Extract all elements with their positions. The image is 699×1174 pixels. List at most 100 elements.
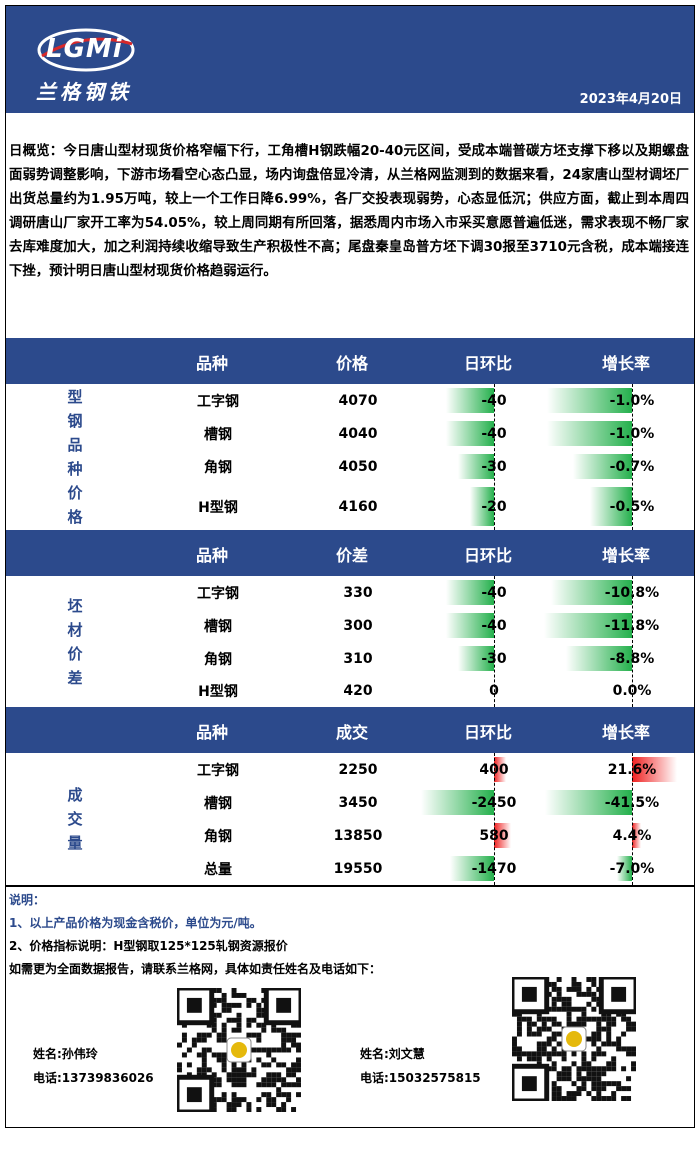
column-header: 增长率	[601, 723, 651, 742]
column-header: 日环比	[463, 546, 513, 565]
product-value: 2250	[338, 761, 378, 778]
section-header: 品种 价格 日环比 增长率	[6, 338, 694, 384]
change-bar	[494, 823, 512, 848]
section-side-label: 坯材价差	[6, 576, 144, 707]
change-bar	[470, 487, 494, 526]
note-line-1: 1、以上产品价格为现金含税价，单位为元/吨。	[9, 916, 262, 930]
change-axis	[494, 384, 495, 530]
change-bar	[494, 757, 506, 782]
section-side-label: 成交量	[6, 753, 144, 885]
rate-bar	[589, 487, 632, 526]
rate-axis	[632, 753, 633, 885]
column-header: 价格	[335, 354, 369, 373]
product-value: 330	[343, 584, 373, 601]
column-header: 价差	[335, 546, 369, 565]
product-name: H型钢	[198, 499, 238, 516]
rate-bar	[566, 646, 632, 671]
rate-bar	[632, 823, 642, 848]
section-side-label: 型钢品种价格	[6, 384, 144, 530]
section-header: 品种 价差 日环比 增长率	[6, 530, 694, 576]
product-name: 槽钢	[204, 426, 232, 443]
product-value: 300	[343, 617, 373, 634]
qr-code-icon	[509, 974, 639, 1104]
column-header: 品种	[195, 546, 229, 565]
product-name: 槽钢	[204, 795, 232, 812]
rate-axis	[632, 576, 633, 707]
change-bar	[458, 646, 494, 671]
table-row: 角钢 13850 580 4.4%	[144, 819, 694, 852]
contact-name: 姓名:刘文慧	[360, 1047, 425, 1061]
section-header: 品种 成交 日环比 增长率	[6, 707, 694, 753]
table-row: 槽钢 4040 -40 -1.0%	[144, 417, 694, 450]
column-header: 增长率	[601, 354, 651, 373]
product-value: 4040	[338, 425, 378, 442]
product-name: 角钢	[204, 828, 232, 845]
section-body: 成交量 工字钢 2250 400 21.6% 槽钢 3450 -2450 -41.5% 角钢 138…	[6, 753, 694, 885]
table-row: 角钢 310 -30 -8.8%	[144, 642, 694, 675]
section-body: 坯材价差 工字钢 330 -40 -10.8% 槽钢 300 -40 -11.8% 角钢 310 -3…	[6, 576, 694, 707]
column-header: 成交	[335, 723, 369, 742]
table-row: 角钢 4050 -30 -0.7%	[144, 450, 694, 483]
change-bar	[458, 454, 494, 479]
product-value: 4160	[338, 498, 378, 515]
header-banner: LGMi 兰格钢铁 2023年4月20日	[6, 6, 694, 113]
product-name: 工字钢	[197, 393, 239, 410]
product-value: 19550	[333, 860, 383, 877]
rate-bar	[544, 790, 632, 815]
section-body: 型钢品种价格 工字钢 4070 -40 -1.0% 槽钢 4040 -40 -1.0% 角钢 405…	[6, 384, 694, 530]
table-row: 槽钢 300 -40 -11.8%	[144, 609, 694, 642]
product-value: 4050	[338, 458, 378, 475]
change-axis	[494, 576, 495, 707]
note-line-3: 如需更为全面数据报告，请联系兰格网，具体如责任姓名及电话如下：	[9, 962, 382, 976]
product-name: 工字钢	[197, 762, 239, 779]
table-row: 总量 19550 -1470 -7.0%	[144, 852, 694, 885]
product-value: 310	[343, 650, 373, 667]
change-axis	[494, 753, 495, 885]
contact-name: 姓名:孙伟玲	[33, 1047, 98, 1061]
logo-wordmark: LGMi	[46, 34, 123, 64]
notes-title: 说明：	[9, 893, 46, 907]
column-header: 品种	[195, 354, 229, 373]
product-name: H型钢	[198, 684, 238, 700]
product-value: 4070	[338, 392, 378, 409]
rate-bar	[547, 421, 632, 446]
qr-code-icon	[174, 985, 304, 1115]
column-header: 日环比	[463, 354, 513, 373]
table-row: 工字钢 4070 -40 -1.0%	[144, 384, 694, 417]
column-header: 品种	[195, 723, 229, 742]
rate-bar	[551, 580, 632, 605]
contact-2: 姓名:刘文慧 电话:15032575815	[360, 1042, 481, 1090]
change-bar	[446, 388, 494, 413]
notes: 说明： 1、以上产品价格为现金含税价，单位为元/吨。 2、价格指标说明：H型钢取…	[9, 889, 381, 981]
rate-bar	[544, 613, 632, 638]
daily-overview: 日概览：今日唐山型材现货价格窄幅下行，工角槽H钢跌幅20-40元区间，受成本端普…	[9, 144, 689, 279]
rate-bar	[547, 388, 632, 413]
rate-bar	[632, 757, 678, 782]
rate-axis	[632, 384, 633, 530]
product-name: 工字钢	[197, 585, 239, 602]
change-bar	[446, 613, 494, 638]
divider	[6, 885, 694, 887]
table-row: H型钢 420 0 0.0%	[144, 675, 694, 707]
product-name: 槽钢	[204, 618, 232, 635]
report-date: 2023年4月20日	[579, 92, 682, 107]
change-bar	[446, 421, 494, 446]
product-name: 角钢	[204, 651, 232, 668]
contact-1: 姓名:孙伟玲 电话:13739836026	[33, 1042, 154, 1090]
table-row: 工字钢 2250 400 21.6%	[144, 753, 694, 786]
logo-chinese-name: 兰格钢铁	[36, 80, 132, 104]
lgmi-logo	[37, 28, 135, 72]
change-bar	[446, 580, 494, 605]
product-value: 3450	[338, 794, 378, 811]
product-name: 总量	[204, 861, 232, 878]
column-header: 日环比	[463, 723, 513, 742]
rate-bar	[572, 454, 632, 479]
change-bar	[449, 856, 494, 881]
table-row: H型钢 4160 -20 -0.5%	[144, 483, 694, 530]
table-row: 槽钢 3450 -2450 -41.5%	[144, 786, 694, 819]
product-name: 角钢	[204, 459, 232, 476]
contact-phone: 电话:15032575815	[360, 1071, 481, 1085]
contact-phone: 电话:13739836026	[33, 1071, 154, 1085]
product-value: 420	[343, 683, 373, 699]
product-value: 13850	[333, 827, 383, 844]
